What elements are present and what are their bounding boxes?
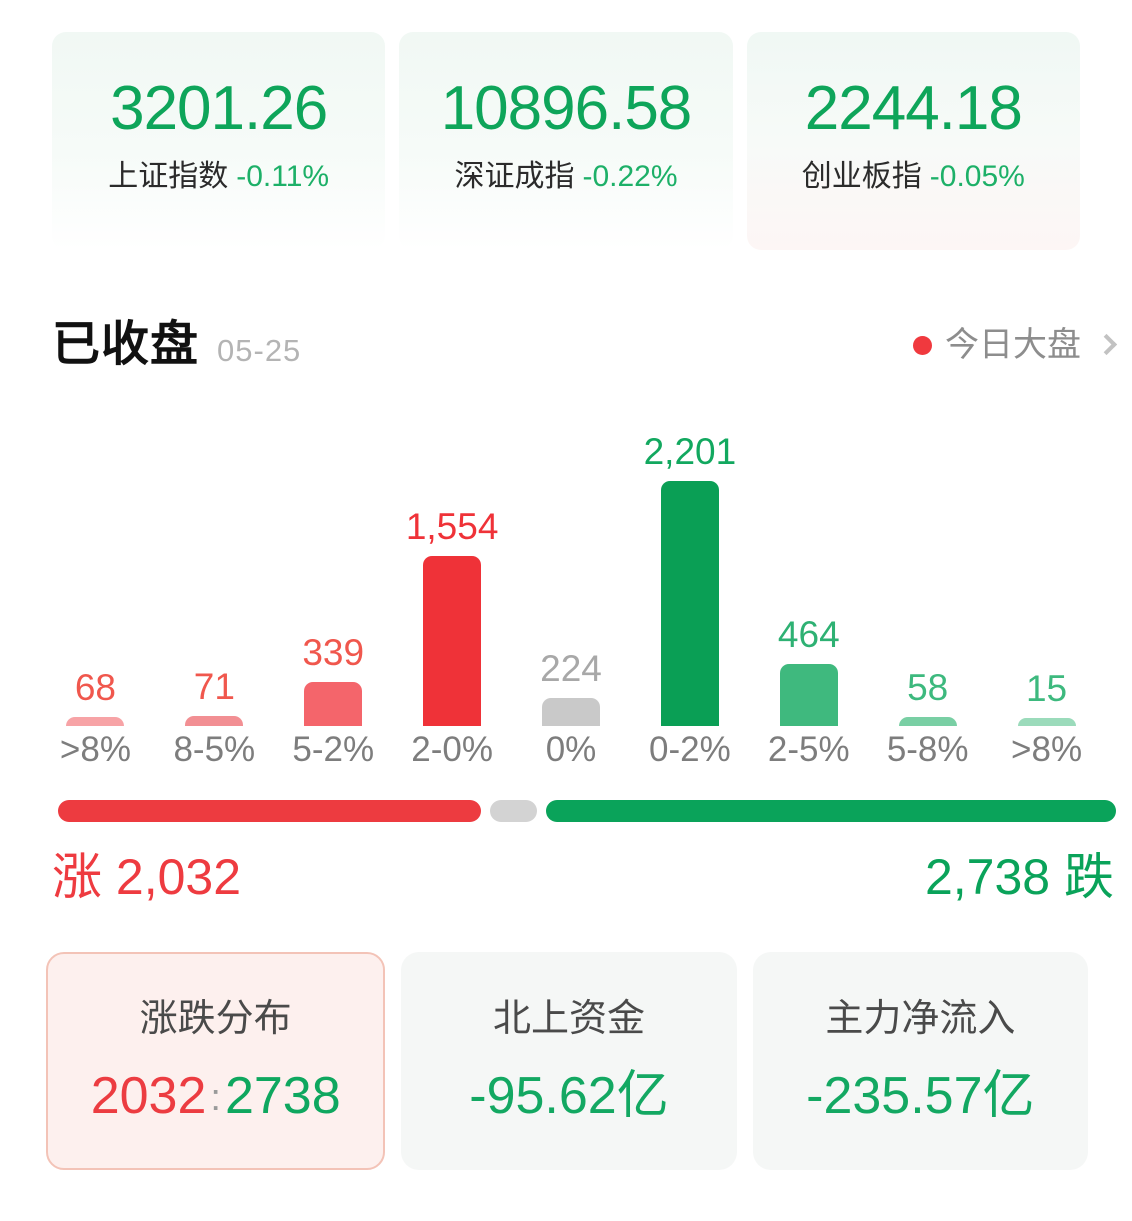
index-change: -0.05%: [929, 160, 1025, 193]
index-name: 创业板指: [801, 160, 922, 193]
chart-bar: [66, 717, 125, 726]
chart-bar-value-label: 464: [777, 614, 840, 655]
stat-value-ratio: 2032:2738: [91, 1070, 341, 1122]
index-subline: 深证成指 -0.22%: [399, 162, 732, 192]
chart-bar-value-label: 339: [302, 632, 365, 673]
down-count-label: 2,738 跌: [924, 849, 1114, 905]
chart-x-axis-labels: >8% 8-5% 5-2% 2-0% 0% 0-2% 2-5% 5-8% >8%: [36, 732, 1106, 780]
chart-x-label: 0-2%: [649, 730, 731, 769]
chart-x-label: 5-8%: [886, 730, 969, 769]
up-count-label: 涨 2,032: [52, 849, 242, 905]
chart-bar-value-label: 224: [540, 648, 602, 689]
chart-bar-column[interactable]: 224: [512, 426, 631, 726]
chart-bar: [779, 664, 838, 726]
index-card-shanghai[interactable]: 3201.26 上证指数 -0.11%: [52, 32, 386, 250]
chart-bar-column[interactable]: 1,554: [393, 426, 512, 726]
index-subline: 创业板指 -0.05%: [747, 162, 1080, 192]
live-dot-icon: [913, 335, 932, 355]
market-status-header: 已收盘 05-25 今日大盘: [52, 312, 1118, 378]
chart-bar: [185, 716, 244, 726]
chart-bar: [898, 717, 957, 726]
chart-bar-column[interactable]: 15: [987, 426, 1106, 726]
ratio-separator: :: [210, 1077, 221, 1119]
stat-card-northbound[interactable]: 北上资金 -95.62亿: [401, 952, 737, 1170]
stat-label: 主力净流入: [825, 998, 1016, 1040]
stat-card-distribution[interactable]: 涨跌分布 2032:2738: [46, 952, 386, 1170]
stat-cards-row: 涨跌分布 2032:2738 北上资金 -95.62亿 主力净流入 -235.5…: [46, 952, 1088, 1170]
index-value: 3201.26: [110, 74, 328, 143]
index-card-shenzhen[interactable]: 10896.58 深证成指 -0.22%: [399, 32, 733, 250]
up-down-counts: 涨 2,032 2,738 跌: [52, 846, 1114, 908]
chart-bar-column[interactable]: 58: [868, 426, 987, 726]
chart-x-label: 2-5%: [767, 730, 850, 769]
stat-label: 北上资金: [492, 998, 645, 1040]
stat-value: -235.57亿: [806, 1067, 1035, 1125]
index-cards-row: 3201.26 上证指数 -0.11% 10896.58 深证成指 -0.22% 2…: [52, 32, 1080, 250]
market-status-date: 05-25: [217, 332, 302, 368]
chart-bar-value-label: 1,554: [405, 506, 499, 547]
ratio-up-value: 2032: [90, 1067, 207, 1125]
ratio-segment-up: [58, 800, 482, 822]
index-value: 10896.58: [440, 74, 693, 143]
ratio-segment-flat: [490, 800, 537, 822]
chart-bar: [660, 481, 719, 726]
chart-bar-column[interactable]: 71: [155, 426, 274, 726]
chart-x-label: >8%: [1011, 730, 1083, 769]
today-market-link[interactable]: 今日大盘: [913, 326, 1118, 364]
chart-bar: [1017, 718, 1076, 726]
chart-bar-column[interactable]: 339: [274, 426, 393, 726]
chart-bar-value-label: 68: [74, 667, 117, 708]
stat-card-main-inflow[interactable]: 主力净流入 -235.57亿: [752, 952, 1088, 1170]
chart-bar-value-label: 15: [1025, 668, 1068, 709]
index-change: -0.22%: [582, 160, 678, 193]
chevron-right-icon: [1095, 333, 1118, 355]
index-card-chinext[interactable]: 2244.18 创业板指 -0.05%: [746, 32, 1080, 250]
chart-bar-column[interactable]: 2,201: [630, 426, 749, 726]
ratio-down-value: 2738: [224, 1067, 341, 1125]
chart-bar-value-label: 71: [193, 666, 235, 707]
index-name: 深证成指: [454, 160, 575, 193]
stat-value: -95.62亿: [469, 1067, 669, 1125]
chart-bar: [423, 556, 482, 726]
stat-label: 涨跌分布: [139, 998, 292, 1040]
chart-bars: 68 71 339 1,554 224 2,201 464 58 15: [36, 426, 1106, 726]
chart-bar-value-label: 58: [907, 667, 949, 708]
ratio-segment-down: [545, 800, 1116, 822]
index-name: 上证指数: [108, 160, 229, 193]
index-value: 2244.18: [804, 74, 1023, 143]
index-subline: 上证指数 -0.11%: [52, 162, 385, 192]
distribution-chart: 68 71 339 1,554 224 2,201 464 58 15 >8% 8-5% 5-2% 2…: [0, 420, 1132, 780]
market-status-title: 已收盘: [52, 318, 200, 371]
today-market-label: 今日大盘: [945, 326, 1081, 364]
chart-x-label: 2-0%: [411, 730, 493, 769]
chart-bar-column[interactable]: 464: [749, 426, 868, 726]
chart-bar-column[interactable]: 68: [36, 426, 155, 726]
up-down-ratio-bar[interactable]: [58, 800, 1116, 822]
chart-x-label: 5-2%: [292, 730, 375, 769]
chart-bar-value-label: 2,201: [643, 431, 737, 472]
chart-x-label: 0%: [545, 730, 597, 769]
chart-bar: [542, 698, 600, 726]
chart-bar: [304, 682, 363, 726]
chart-x-label: >8%: [59, 730, 131, 769]
index-change: -0.11%: [236, 160, 330, 193]
chart-x-label: 8-5%: [173, 730, 256, 769]
